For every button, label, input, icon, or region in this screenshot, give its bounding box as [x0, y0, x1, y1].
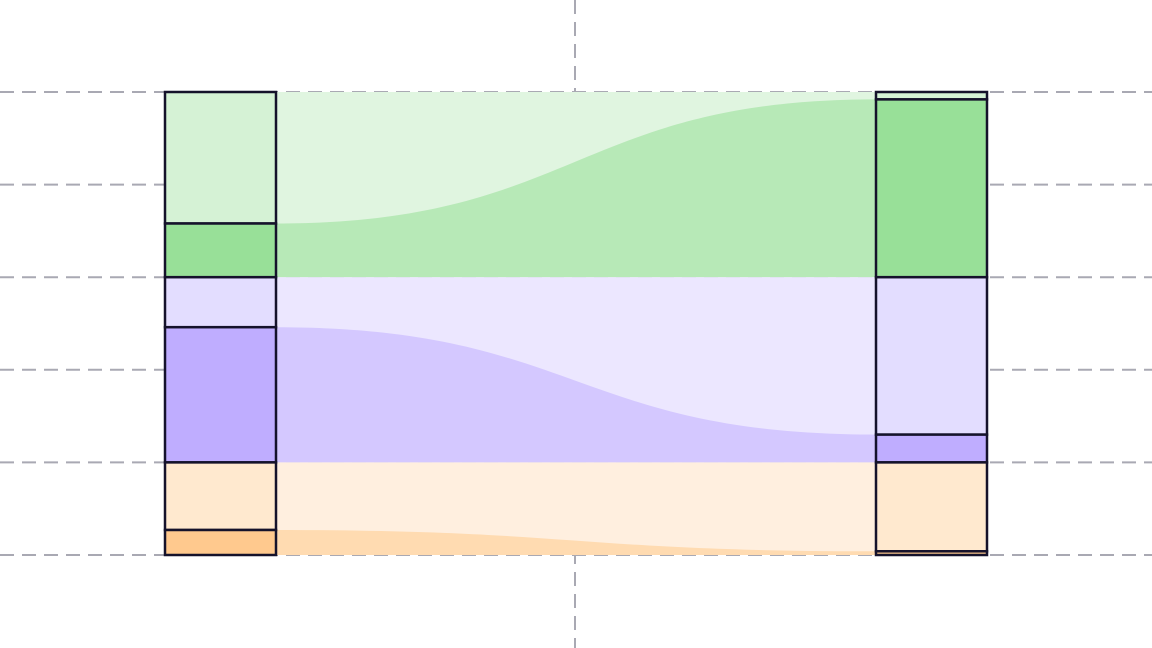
- left-node-green-highlight: [163, 222, 278, 279]
- left-node-orange-base: [163, 461, 278, 532]
- right-node-orange-base: [874, 461, 989, 553]
- band-orange-highlight: [276, 529, 876, 555]
- right-node-orange-highlight: [874, 550, 989, 557]
- right-node-green-highlight: [874, 98, 989, 279]
- left-node-purple-highlight: [163, 325, 278, 464]
- right-node-purple-highlight: [874, 433, 989, 464]
- left-node-green-base: [163, 90, 278, 225]
- right-node-purple-base: [874, 275, 989, 436]
- band-purple-highlight: [276, 327, 876, 463]
- left-node-orange-highlight: [163, 528, 278, 557]
- flow-bands: [276, 92, 876, 555]
- band-green-highlight: [276, 99, 876, 278]
- left-node-purple-base: [163, 275, 278, 329]
- node-columns: [163, 90, 989, 557]
